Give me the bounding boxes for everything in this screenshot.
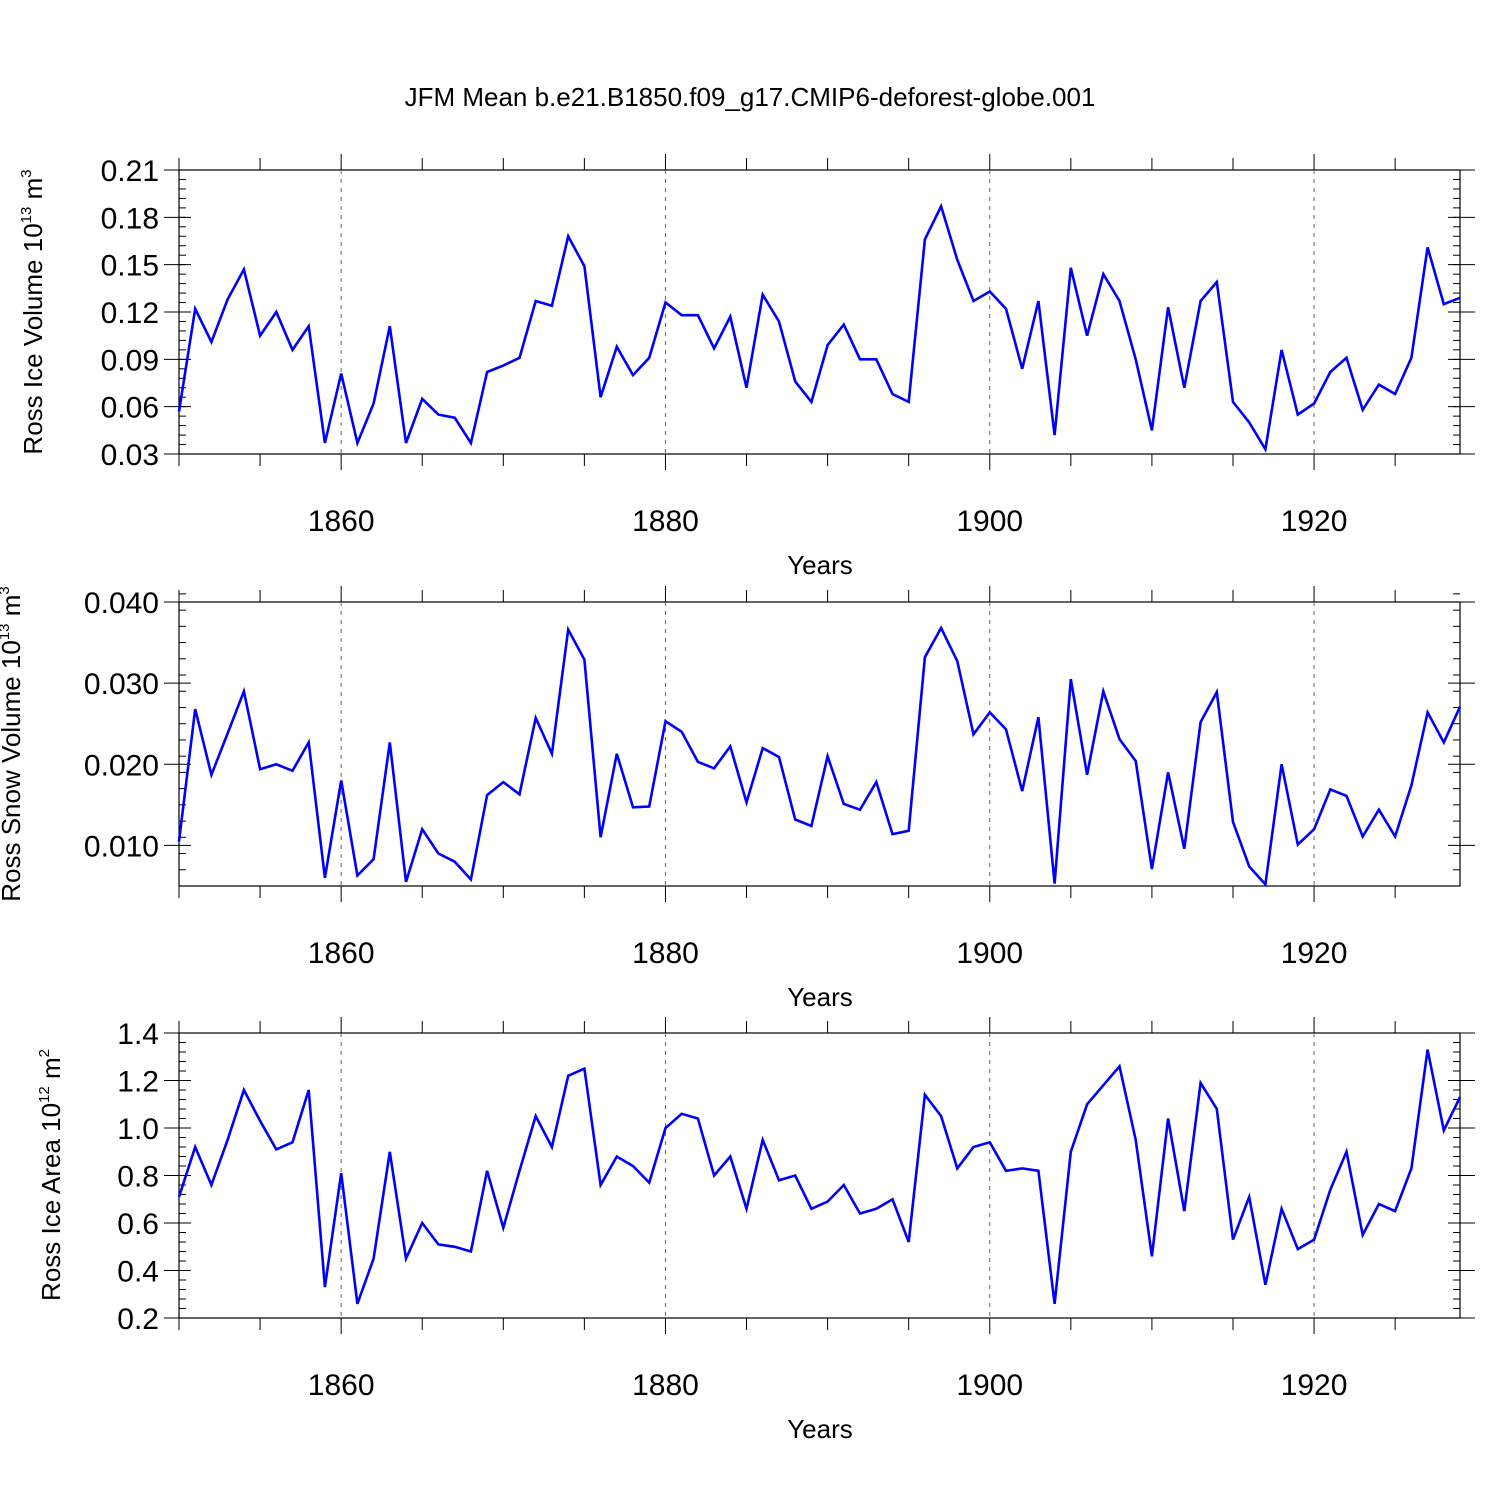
- tick-marks: [164, 154, 1475, 470]
- y-tick-label-0.030: 0.030: [84, 668, 159, 701]
- x-tick-labels: 1860 1880 1900 1920: [308, 505, 1348, 538]
- y-tick-labels: 0.010 0.020 0.030 0.040: [84, 587, 159, 863]
- y-axis-label: Ross Ice Volume 1013 m3: [18, 169, 48, 454]
- y-axis-label-exponent: 13: [18, 207, 35, 224]
- y-tick-labels: 0.2 0.4 0.6 0.8 1.0 1.2 1.4: [117, 1018, 159, 1336]
- x-tick-labels: 1860 1880 1900 1920: [308, 937, 1348, 970]
- y-tick-label-0.6: 0.6: [117, 1208, 159, 1241]
- y-axis-label-unit: m: [36, 1057, 66, 1086]
- y-tick-label-0.15: 0.15: [101, 250, 159, 283]
- figure-title: JFM Mean b.e21.B1850.f09_g17.CMIP6-defor…: [405, 82, 1096, 112]
- y-tick-label-0.03: 0.03: [101, 439, 159, 472]
- tick-marks: [164, 586, 1475, 902]
- y-axis-label-text: Ross Ice Volume 10: [18, 223, 48, 454]
- x-tick-label-1860: 1860: [308, 1369, 375, 1402]
- x-tick-label-1880: 1880: [632, 1369, 699, 1402]
- y-axis-label-unit-exponent: 3: [0, 586, 13, 594]
- y-tick-label-0.4: 0.4: [117, 1256, 159, 1289]
- y-axis-label-unit-exponent: 3: [18, 169, 35, 177]
- y-tick-label-0.06: 0.06: [101, 392, 159, 425]
- tick-marks: [164, 1017, 1475, 1334]
- y-tick-label-0.21: 0.21: [101, 155, 159, 188]
- y-tick-label-0.020: 0.020: [84, 749, 159, 782]
- x-tick-label-1880: 1880: [632, 937, 699, 970]
- ice-area-panel: 0.2 0.4 0.6 0.8 1.0 1.2 1.4 1860 1880 1900 1920 Y…: [36, 1017, 1475, 1444]
- series-line: [177, 1049, 1462, 1305]
- y-axis-label: Ross Ice Area 1012 m2: [36, 1049, 66, 1301]
- y-tick-label-1.4: 1.4: [117, 1018, 159, 1051]
- data-series: [177, 1049, 1462, 1305]
- x-tick-label-1900: 1900: [956, 1369, 1023, 1402]
- y-tick-label-0.010: 0.010: [84, 830, 159, 863]
- x-gridlines: [340, 1033, 1315, 1318]
- y-axis-label: Ross Snow Volume 1013 m3: [0, 586, 26, 902]
- series-line: [177, 625, 1462, 888]
- y-axis-label-unit-exponent: 2: [36, 1049, 53, 1057]
- data-series: [177, 625, 1462, 888]
- x-tick-label-1900: 1900: [956, 505, 1023, 538]
- y-tick-label-0.2: 0.2: [117, 1303, 159, 1336]
- x-tick-label-1880: 1880: [632, 505, 699, 538]
- x-tick-label-1920: 1920: [1281, 505, 1348, 538]
- x-gridlines: [340, 170, 1315, 454]
- y-tick-label-1.0: 1.0: [117, 1113, 159, 1146]
- x-axis-label: Years: [787, 1414, 853, 1444]
- x-tick-label-1860: 1860: [308, 505, 375, 538]
- x-tick-label-1920: 1920: [1281, 1369, 1348, 1402]
- y-axis-label-exponent: 12: [36, 1086, 53, 1103]
- y-tick-label-0.09: 0.09: [101, 344, 159, 377]
- y-tick-label-1.2: 1.2: [117, 1066, 159, 1099]
- plot-frame: [178, 601, 1461, 887]
- y-axis-label-unit: m: [18, 178, 48, 207]
- y-tick-label-0.8: 0.8: [117, 1161, 159, 1194]
- x-tick-labels: 1860 1880 1900 1920: [308, 1369, 1348, 1402]
- x-tick-label-1900: 1900: [956, 937, 1023, 970]
- x-tick-label-1920: 1920: [1281, 937, 1348, 970]
- y-tick-label-0.18: 0.18: [101, 202, 159, 235]
- y-tick-labels: 0.03 0.06 0.09 0.12 0.15 0.18 0.21: [101, 155, 159, 472]
- y-axis-label-unit: m: [0, 595, 26, 624]
- y-axis-label-text: Ross Ice Area 10: [36, 1103, 66, 1301]
- y-axis-label-text: Ross Snow Volume 10: [0, 640, 26, 902]
- x-axis-label: Years: [787, 982, 853, 1012]
- snow-volume-panel: 0.010 0.020 0.030 0.040 1860 1880 1900 1920 Ye…: [0, 586, 1475, 1012]
- y-axis-label-exponent: 13: [0, 623, 13, 640]
- x-gridlines: [340, 602, 1315, 886]
- y-tick-label-0.12: 0.12: [101, 297, 159, 330]
- data-series: [177, 202, 1461, 454]
- y-tick-label-0.040: 0.040: [84, 587, 159, 620]
- series-line: [177, 202, 1461, 454]
- ice-volume-panel: 0.03 0.06 0.09 0.12 0.15 0.18 0.21 1860 1880 190…: [18, 154, 1475, 580]
- x-axis-label: Years: [787, 550, 853, 580]
- x-tick-label-1860: 1860: [308, 937, 375, 970]
